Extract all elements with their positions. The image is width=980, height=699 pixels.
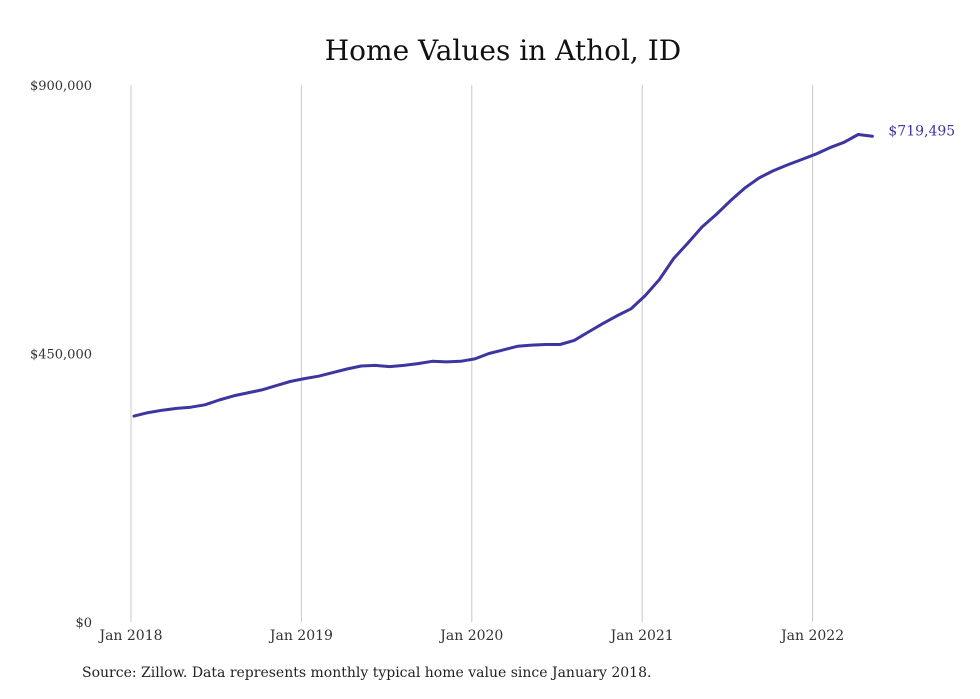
x-tick-label: Jan 2019 [268, 628, 333, 644]
end-value-label: $719,495 [888, 123, 955, 139]
x-tick-label: Jan 2020 [438, 628, 503, 644]
x-tick-label: Jan 2022 [779, 628, 844, 644]
grid-lines [130, 85, 814, 622]
y-tick-label: $0 [75, 616, 92, 631]
source-note: Source: Zillow. Data represents monthly … [82, 665, 652, 681]
y-tick-label: $900,000 [30, 79, 92, 94]
x-tick-label: Jan 2018 [97, 628, 162, 644]
series-layer [132, 133, 874, 418]
chart-title: Home Values in Athol, ID [325, 34, 682, 67]
y-tick-label: $450,000 [30, 348, 92, 363]
y-axis-ticks: $900,000 $450,000 $0 [30, 79, 92, 631]
x-tick-label: Jan 2021 [609, 628, 674, 644]
x-axis-ticks: Jan 2018 Jan 2019 Jan 2020 Jan 2021 Jan 2022 [97, 628, 844, 644]
series-line [132, 133, 874, 418]
